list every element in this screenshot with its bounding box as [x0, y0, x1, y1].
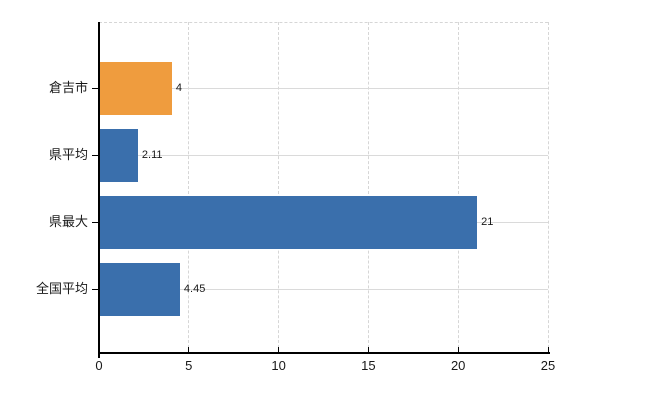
- x-tick-mark: [457, 347, 459, 353]
- row-gridline: [100, 155, 548, 156]
- x-tick-label: 0: [95, 358, 103, 373]
- bar-value-label: 4: [175, 82, 182, 94]
- x-tick-label: 20: [450, 358, 466, 373]
- chart-bar: [100, 128, 138, 182]
- chart-bar: [100, 262, 180, 316]
- bar-value-label: 21: [481, 216, 494, 228]
- chart-bar: [100, 61, 172, 115]
- y-tick-mark: [92, 154, 99, 156]
- x-tick-label: 5: [185, 358, 193, 373]
- y-tick-mark: [92, 288, 99, 290]
- vertical-gridline: [278, 22, 280, 353]
- bar-value-label: 4.45: [183, 283, 206, 295]
- vertical-gridline: [367, 22, 369, 353]
- row-gridline: [100, 88, 548, 89]
- y-tick-mark: [92, 87, 99, 89]
- x-tick-mark: [547, 347, 549, 353]
- category-label: 県最大: [48, 214, 88, 229]
- category-label: 県平均: [48, 147, 88, 162]
- row-gridline: [100, 289, 548, 290]
- x-tick-label: 15: [361, 358, 376, 373]
- vertical-gridline: [547, 22, 549, 353]
- x-tick-mark: [278, 347, 280, 353]
- category-label: 全国平均: [35, 281, 88, 296]
- bar-value-label: 2.11: [141, 149, 163, 161]
- plot-top-border: [99, 22, 548, 23]
- chart-bar: [100, 195, 478, 249]
- x-tick-mark: [367, 347, 369, 353]
- y-axis-line: [98, 22, 100, 358]
- vertical-gridline: [457, 22, 459, 353]
- x-tick-label: 25: [540, 358, 556, 373]
- category-label: 倉吉市: [48, 80, 88, 95]
- vertical-gridline: [188, 22, 190, 353]
- x-tick-label: 10: [271, 358, 286, 373]
- x-axis-line: [98, 352, 550, 354]
- y-tick-mark: [92, 221, 99, 223]
- x-tick-mark: [188, 347, 190, 353]
